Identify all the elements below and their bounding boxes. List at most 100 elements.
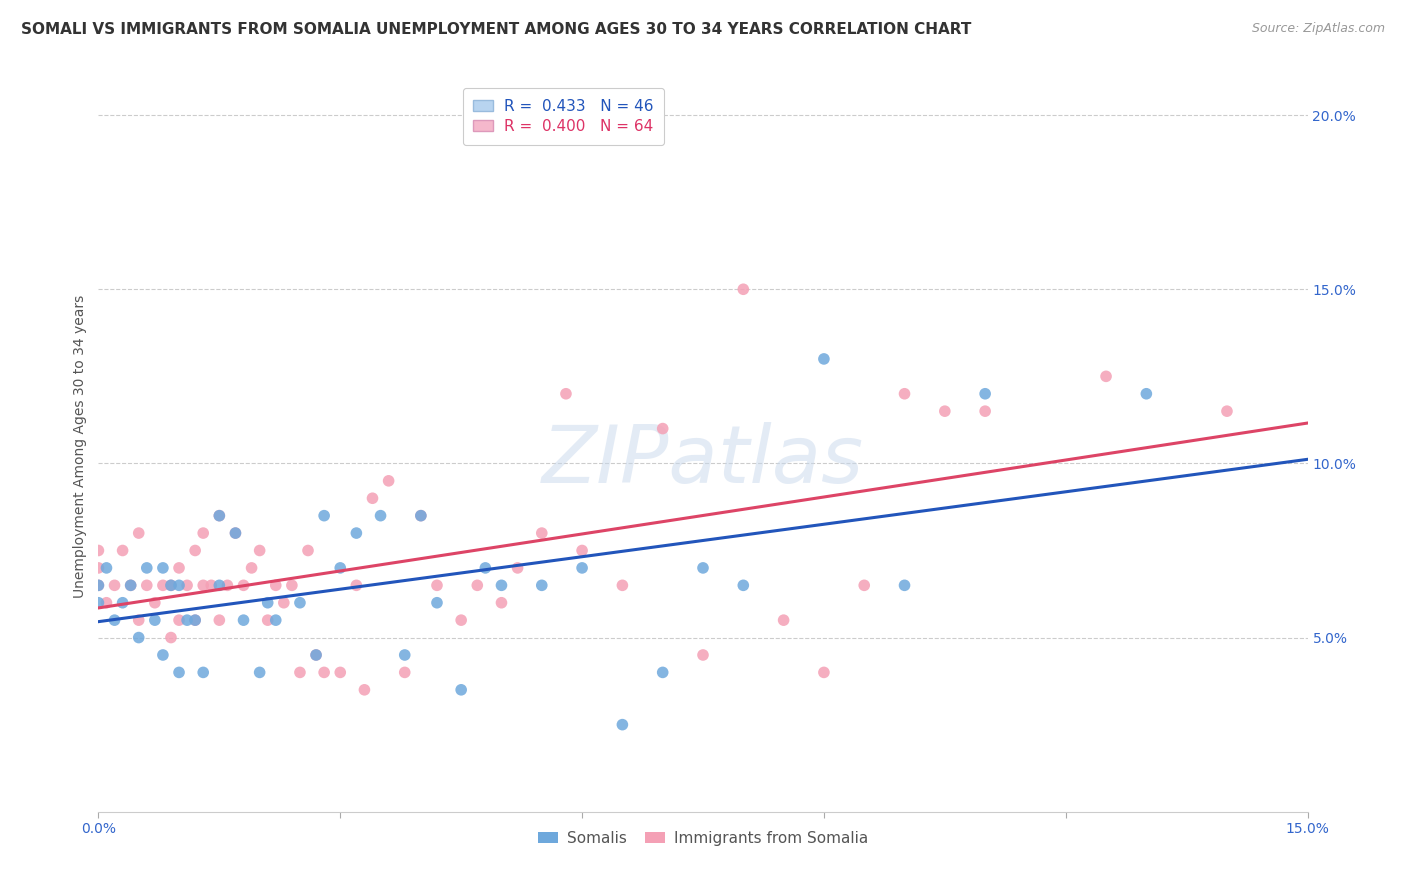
Point [555, 386, 578, 401]
Point [353, 682, 375, 697]
Point [249, 543, 271, 558]
Point [193, 578, 215, 592]
Point [612, 578, 634, 592]
Text: ZIPatlas: ZIPatlas [541, 422, 865, 500]
Point [193, 665, 215, 680]
Point [264, 613, 287, 627]
Point [465, 578, 488, 592]
Point [87, 561, 110, 575]
Text: SOMALI VS IMMIGRANTS FROM SOMALIA UNEMPLOYMENT AMONG AGES 30 TO 34 YEARS CORRELA: SOMALI VS IMMIGRANTS FROM SOMALIA UNEMPL… [21, 22, 972, 37]
Point [217, 578, 239, 592]
Point [893, 578, 915, 592]
Point [893, 386, 915, 401]
Point [87, 578, 110, 592]
Point [474, 561, 496, 575]
Point [288, 596, 311, 610]
Point [184, 613, 207, 627]
Point [651, 665, 673, 680]
Point [103, 578, 125, 592]
Point [128, 613, 150, 627]
Point [934, 404, 956, 418]
Point [143, 613, 166, 627]
Point [160, 631, 183, 645]
Point [111, 596, 134, 610]
Point [167, 561, 190, 575]
Point [491, 578, 513, 592]
Point [152, 561, 174, 575]
Point [361, 491, 384, 506]
Point [176, 578, 198, 592]
Point [733, 578, 755, 592]
Point [120, 578, 142, 592]
Point [224, 526, 246, 541]
Point [692, 648, 714, 662]
Point [450, 682, 472, 697]
Point [184, 543, 207, 558]
Point [160, 578, 183, 592]
Point [256, 613, 278, 627]
Point [264, 578, 287, 592]
Point [184, 613, 207, 627]
Point [314, 665, 336, 680]
Point [152, 578, 174, 592]
Point [506, 561, 529, 575]
Point [305, 648, 328, 662]
Point [297, 543, 319, 558]
Point [273, 596, 295, 610]
Point [176, 613, 198, 627]
Point [87, 578, 110, 592]
Point [612, 717, 634, 731]
Point [1095, 369, 1118, 384]
Point [377, 474, 399, 488]
Point [344, 578, 367, 592]
Point [96, 596, 118, 610]
Point [111, 543, 134, 558]
Point [193, 526, 215, 541]
Point [152, 648, 174, 662]
Point [1135, 386, 1157, 401]
Point [135, 561, 157, 575]
Point [651, 421, 673, 435]
Point [853, 578, 876, 592]
Point [249, 665, 271, 680]
Point [232, 613, 254, 627]
Point [491, 596, 513, 610]
Point [281, 578, 304, 592]
Point [813, 665, 835, 680]
Point [426, 578, 449, 592]
Point [96, 561, 118, 575]
Point [813, 351, 835, 366]
Point [160, 578, 183, 592]
Point [692, 561, 714, 575]
Point [409, 508, 432, 523]
Point [167, 613, 190, 627]
Point [772, 613, 794, 627]
Y-axis label: Unemployment Among Ages 30 to 34 years: Unemployment Among Ages 30 to 34 years [73, 294, 87, 598]
Point [344, 526, 367, 541]
Point [208, 613, 231, 627]
Point [571, 561, 593, 575]
Point [224, 526, 246, 541]
Point [128, 526, 150, 541]
Point [120, 578, 142, 592]
Point [167, 578, 190, 592]
Point [208, 508, 231, 523]
Legend: Somalis, Immigrants from Somalia: Somalis, Immigrants from Somalia [531, 824, 875, 852]
Point [974, 386, 997, 401]
Point [240, 561, 263, 575]
Point [135, 578, 157, 592]
Point [314, 508, 336, 523]
Point [571, 543, 593, 558]
Point [208, 508, 231, 523]
Point [103, 613, 125, 627]
Point [143, 596, 166, 610]
Point [1216, 404, 1239, 418]
Point [530, 578, 553, 592]
Text: Source: ZipAtlas.com: Source: ZipAtlas.com [1251, 22, 1385, 36]
Point [394, 665, 416, 680]
Point [733, 282, 755, 296]
Point [87, 543, 110, 558]
Point [450, 613, 472, 627]
Point [167, 665, 190, 680]
Point [329, 665, 352, 680]
